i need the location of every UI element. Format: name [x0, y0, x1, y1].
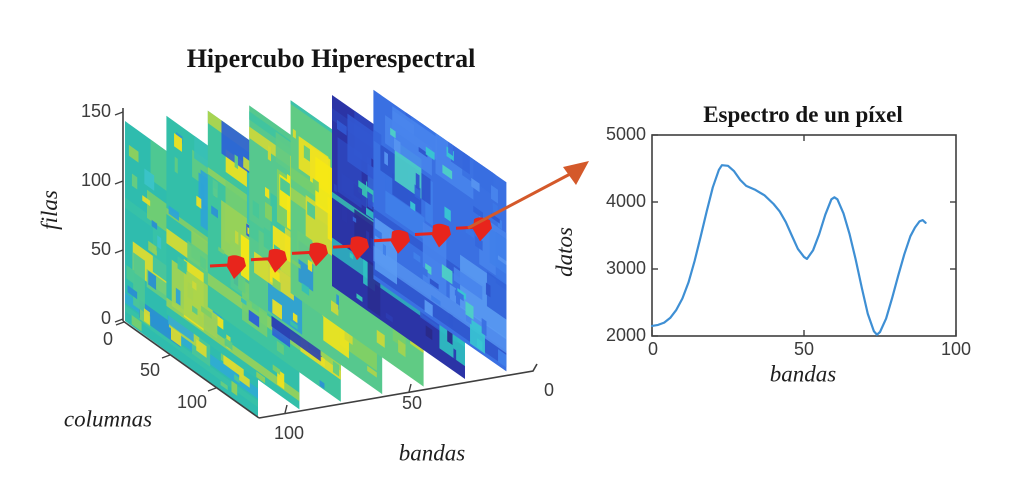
connector-arrowhead-icon [563, 161, 589, 185]
bandas3d-tick-50: 50 [402, 393, 422, 413]
columnas-ticks: 0 50 100 [103, 321, 217, 412]
spectrum-x-tick-labels: 0 50 100 [648, 339, 971, 359]
filas-tick-0: 0 [101, 308, 111, 328]
pixel-marker-cone-icon [350, 236, 369, 261]
bandas-axis-label: bandas [770, 361, 837, 386]
columnas-axis-line [122, 320, 260, 419]
connector-arrow-shaft [467, 171, 573, 230]
pixel-marker-stem [414, 232, 435, 236]
spectrum-line [650, 164, 927, 336]
pixel-trace-markers [209, 217, 492, 279]
x-tick-50: 50 [794, 339, 814, 359]
spectrum-ticks [651, 134, 957, 337]
columnas-axis-label: columnas [64, 406, 152, 431]
right-plot-title: Espectro de un píxel [703, 102, 903, 127]
spectrum-y-tick-labels: 5000 4000 3000 2000 [606, 124, 646, 345]
pixel-marker-stem [291, 250, 312, 255]
y-tick-3000: 3000 [606, 258, 646, 278]
x-tick-0: 0 [648, 339, 658, 359]
filas-tick-50: 50 [91, 239, 111, 259]
left-plot-title: Hipercubo Hiperespectral [187, 44, 476, 73]
pixel-marker-cone-icon [227, 255, 246, 279]
pixel-marker-cone-icon [432, 223, 451, 248]
pixel-marker-cone-icon [309, 242, 328, 267]
y-tick-2000: 2000 [606, 325, 646, 345]
connector-arrow [467, 161, 589, 230]
columnas-tick-100: 100 [177, 392, 207, 412]
pixel-marker-stem [373, 238, 394, 243]
y-tick-5000: 5000 [606, 124, 646, 144]
bandas-axis-line [258, 363, 538, 419]
columnas-tick-50: 50 [140, 360, 160, 380]
x-tick-100: 100 [941, 339, 971, 359]
filas-axis-label: filas [37, 190, 62, 230]
y-tick-4000: 4000 [606, 191, 646, 211]
pixel-marker-cone-icon [391, 230, 410, 254]
bandas3d-tick-100: 100 [274, 423, 304, 443]
columnas-tick-0: 0 [103, 329, 113, 349]
bandas3d-ticks: 100 50 0 [274, 380, 554, 443]
pixel-marker-stem [250, 257, 271, 262]
bandas3d-tick-0: 0 [544, 380, 554, 400]
pixel-marker-stem [332, 244, 353, 249]
bandas3d-axis-label: bandas [399, 440, 466, 465]
pixel-marker-stem [209, 263, 230, 268]
filas-tick-100: 100 [81, 170, 111, 190]
datos-axis-label: datos [552, 227, 577, 277]
filas-tick-150: 150 [81, 101, 111, 121]
pixel-marker-cone-icon [268, 248, 287, 273]
filas-ticks: 150 100 50 0 [81, 101, 124, 328]
